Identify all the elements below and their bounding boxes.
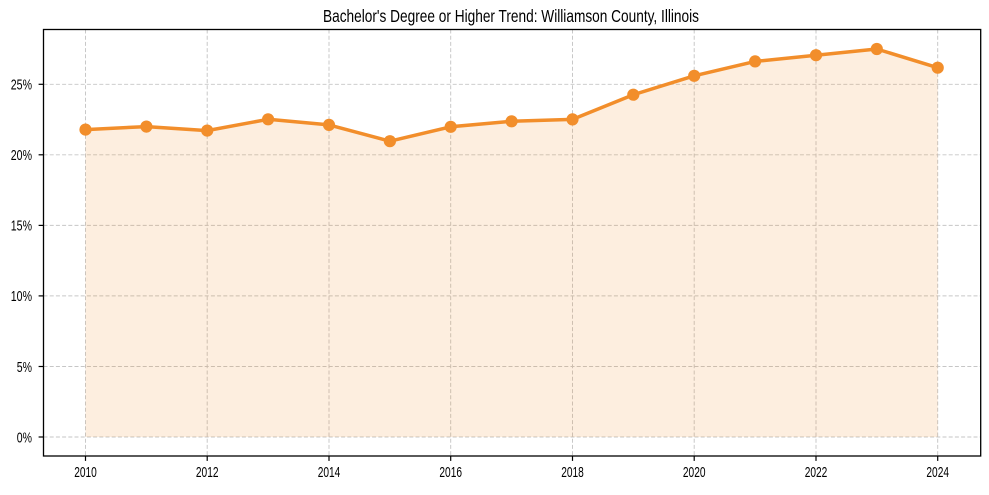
svg-text:20%: 20% [11, 148, 32, 164]
svg-text:10%: 10% [11, 289, 32, 305]
svg-text:2014: 2014 [318, 465, 341, 481]
svg-text:Bachelor's Degree or Higher Tr: Bachelor's Degree or Higher Trend: Willi… [323, 6, 699, 26]
svg-text:0%: 0% [17, 430, 32, 446]
svg-text:2022: 2022 [805, 465, 828, 481]
svg-text:2012: 2012 [196, 465, 219, 481]
svg-text:2018: 2018 [561, 465, 584, 481]
svg-text:2016: 2016 [439, 465, 462, 481]
svg-text:15%: 15% [11, 219, 32, 235]
svg-text:2024: 2024 [926, 465, 949, 481]
svg-text:25%: 25% [11, 78, 32, 94]
svg-text:2020: 2020 [683, 465, 706, 481]
svg-text:5%: 5% [17, 360, 32, 376]
svg-text:2010: 2010 [74, 465, 97, 481]
